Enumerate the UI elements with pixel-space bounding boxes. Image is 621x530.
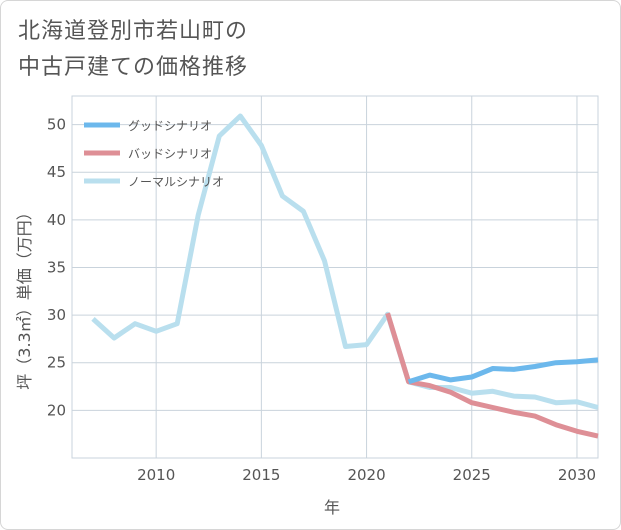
x-tick-label: 2020 bbox=[347, 466, 385, 484]
y-tick-label: 25 bbox=[47, 354, 66, 372]
x-tick-label: 2030 bbox=[558, 466, 596, 484]
chart-title: 北海道登別市若山町の 中古戸建ての価格推移 bbox=[18, 14, 248, 86]
series-line-2 bbox=[385, 312, 599, 439]
y-tick-label: 20 bbox=[47, 401, 66, 419]
y-tick-label: 45 bbox=[47, 163, 66, 181]
y-tick-label: 50 bbox=[47, 116, 66, 134]
x-tick-label: 2015 bbox=[242, 466, 280, 484]
legend-label: ノーマルシナリオ bbox=[128, 175, 224, 189]
y-tick-label: 35 bbox=[47, 258, 66, 276]
legend-label: バッドシナリオ bbox=[128, 147, 212, 161]
legend-label: グッドシナリオ bbox=[128, 119, 212, 133]
series-lines bbox=[91, 113, 599, 439]
chart-title-line-2: 中古戸建ての価格推移 bbox=[18, 55, 249, 80]
x-tick-label: 2010 bbox=[137, 466, 175, 484]
y-tick-label: 40 bbox=[47, 211, 66, 229]
y-tick-label: 30 bbox=[47, 306, 66, 324]
y-axis-label: 坪（3.3㎡）単価（万円） bbox=[15, 204, 34, 389]
series-line-3 bbox=[91, 113, 599, 410]
x-axis-label: 年 bbox=[324, 498, 340, 517]
series-line-1 bbox=[407, 357, 599, 385]
plot-frame bbox=[71, 95, 599, 459]
x-tick-label: 2025 bbox=[453, 466, 491, 484]
chart-title-line-1: 北海道登別市若山町の bbox=[18, 19, 249, 44]
